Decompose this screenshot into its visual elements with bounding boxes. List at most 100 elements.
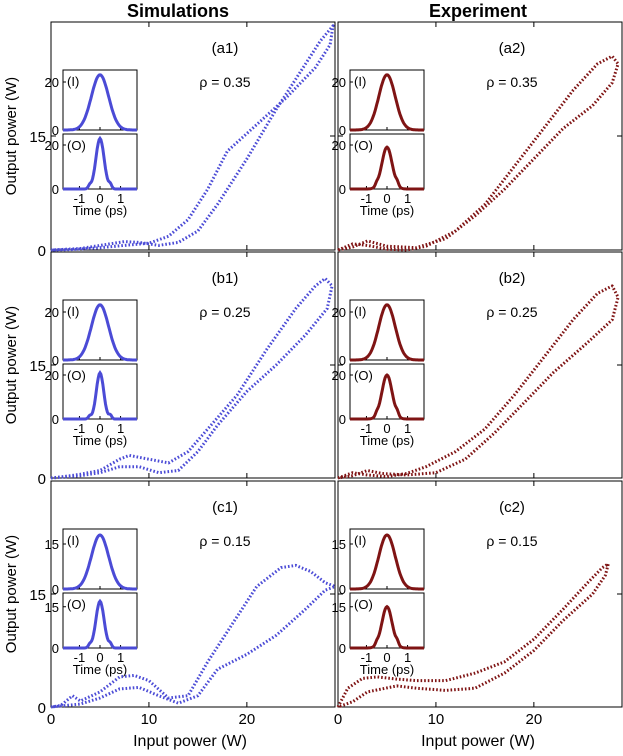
inset-y-tick-label: 0 bbox=[52, 123, 59, 138]
inset-y-tick-label: 15 bbox=[332, 537, 346, 552]
inset-tag: (I) bbox=[67, 74, 79, 89]
inset-x-tick-label: -1 bbox=[74, 650, 86, 665]
inset-tag: (I) bbox=[67, 533, 79, 548]
inset-output: 015-1 0 1(O)Time (ps) bbox=[332, 592, 425, 677]
x-tick-label: 0 bbox=[47, 711, 55, 728]
panel-label: (b2) bbox=[499, 270, 526, 287]
x-tick-label: 0 bbox=[334, 711, 342, 728]
inset-x-tick-label: 1 bbox=[117, 421, 124, 436]
x-tick-label: 20 bbox=[526, 711, 543, 728]
inset-x-axis-label: Time (ps) bbox=[73, 433, 127, 448]
inset-input: 0 15 (I) bbox=[332, 528, 425, 597]
inset-y-tick-label: 0 bbox=[52, 412, 59, 427]
x-axis-label-right: Input power (W) bbox=[421, 733, 535, 750]
inset-frame bbox=[62, 299, 138, 361]
input-pulse bbox=[63, 533, 137, 591]
y-tick-label: 0 bbox=[38, 700, 46, 717]
inset-input: 0 20 (I) bbox=[45, 69, 138, 138]
inset-x-tick-label: -1 bbox=[74, 191, 86, 206]
input-pulse bbox=[350, 303, 424, 362]
panel-label: (a1) bbox=[212, 40, 239, 57]
inset-x-axis-label: Time (ps) bbox=[73, 662, 127, 677]
inset-frame bbox=[349, 528, 425, 590]
loop-series-a2 bbox=[337, 54, 620, 252]
inset-y-tick-label: 20 bbox=[332, 305, 346, 320]
inset-input: 0 20 (I) bbox=[332, 69, 425, 138]
output-pulse bbox=[63, 135, 137, 191]
inset-frame bbox=[349, 592, 425, 649]
input-pulse bbox=[350, 533, 424, 591]
inset-input: 0 20 (I) bbox=[45, 299, 138, 368]
panel-label: (a2) bbox=[499, 40, 526, 57]
inset-y-tick-label: 15 bbox=[332, 600, 346, 615]
output-pulse bbox=[350, 145, 424, 191]
inset-x-axis-label: Time (ps) bbox=[360, 203, 414, 218]
inset-y-tick-label: 20 bbox=[45, 368, 59, 383]
inset-input: 0 20 (I) bbox=[332, 299, 425, 368]
rho-label: ρ = 0.25 bbox=[199, 304, 250, 320]
input-pulse bbox=[63, 73, 137, 132]
inset-tag: (I) bbox=[354, 304, 366, 319]
inset-x-tick-label: -1 bbox=[361, 421, 373, 436]
y-axis-label: Output power (W) bbox=[3, 306, 20, 424]
header-experiment: Experiment bbox=[429, 1, 527, 21]
inset-y-tick-label: 0 bbox=[52, 182, 59, 197]
x-tick-label: 10 bbox=[428, 711, 445, 728]
x-tick-label: 10 bbox=[141, 711, 158, 728]
rho-label: ρ = 0.15 bbox=[199, 533, 250, 549]
inset-y-tick-label: 20 bbox=[332, 368, 346, 383]
x-tick-label: 20 bbox=[239, 711, 256, 728]
inset-tag: (O) bbox=[354, 138, 373, 153]
inset-frame bbox=[62, 528, 138, 590]
output-pulse bbox=[63, 598, 137, 650]
inset-y-tick-label: 0 bbox=[52, 582, 59, 597]
inset-output: 020-1 0 1(O)Time (ps) bbox=[45, 363, 138, 448]
inset-x-tick-label: 0 bbox=[383, 191, 390, 206]
inset-tag: (I) bbox=[354, 533, 366, 548]
inset-y-tick-label: 0 bbox=[52, 641, 59, 656]
inset-y-tick-label: 20 bbox=[45, 138, 59, 153]
inset-x-tick-label: 1 bbox=[117, 650, 124, 665]
inset-y-tick-label: 0 bbox=[339, 641, 346, 656]
inset-tag: (O) bbox=[354, 368, 373, 383]
inset-tag: (O) bbox=[67, 368, 86, 383]
inset-y-tick-label: 0 bbox=[339, 353, 346, 368]
inset-x-tick-label: 0 bbox=[96, 421, 103, 436]
panel-b1: 0 15 Output power (W) (b1) ρ = 0.25 020 (I) 0 20… bbox=[3, 251, 336, 488]
x-axis-label-left: Input power (W) bbox=[133, 733, 247, 750]
inset-output: 020-1 0 1(O)Time (ps) bbox=[332, 133, 425, 218]
inset-x-tick-label: 1 bbox=[404, 421, 411, 436]
inset-x-tick-label: 1 bbox=[404, 650, 411, 665]
input-pulse bbox=[63, 303, 137, 362]
inset-tag: (O) bbox=[354, 597, 373, 612]
inset-y-tick-label: 20 bbox=[45, 305, 59, 320]
inset-x-tick-label: -1 bbox=[361, 191, 373, 206]
inset-frame bbox=[349, 133, 425, 190]
output-pulse bbox=[350, 373, 424, 421]
panel-label: (b1) bbox=[212, 270, 239, 287]
y-tick-label: 15 bbox=[29, 587, 46, 604]
rho-label: ρ = 0.25 bbox=[486, 304, 537, 320]
inset-output: 020-1 0 1(O)Time (ps) bbox=[332, 363, 425, 448]
y-tick-label: 15 bbox=[29, 358, 46, 375]
rho-label: ρ = 0.35 bbox=[486, 74, 537, 90]
inset-input: 0 15 (I) bbox=[45, 528, 138, 597]
inset-frame bbox=[349, 299, 425, 361]
inset-y-tick-label: 0 bbox=[339, 582, 346, 597]
inset-y-tick-label: 20 bbox=[332, 75, 346, 90]
loop-series-b2 bbox=[337, 284, 620, 480]
output-pulse bbox=[63, 370, 137, 421]
inset-y-tick-label: 20 bbox=[332, 138, 346, 153]
inset-y-tick-label: 20 bbox=[45, 75, 59, 90]
rho-label: ρ = 0.15 bbox=[486, 533, 537, 549]
inset-y-tick-label: 15 bbox=[45, 600, 59, 615]
inset-tag: (I) bbox=[354, 74, 366, 89]
inset-tag: (O) bbox=[67, 597, 86, 612]
